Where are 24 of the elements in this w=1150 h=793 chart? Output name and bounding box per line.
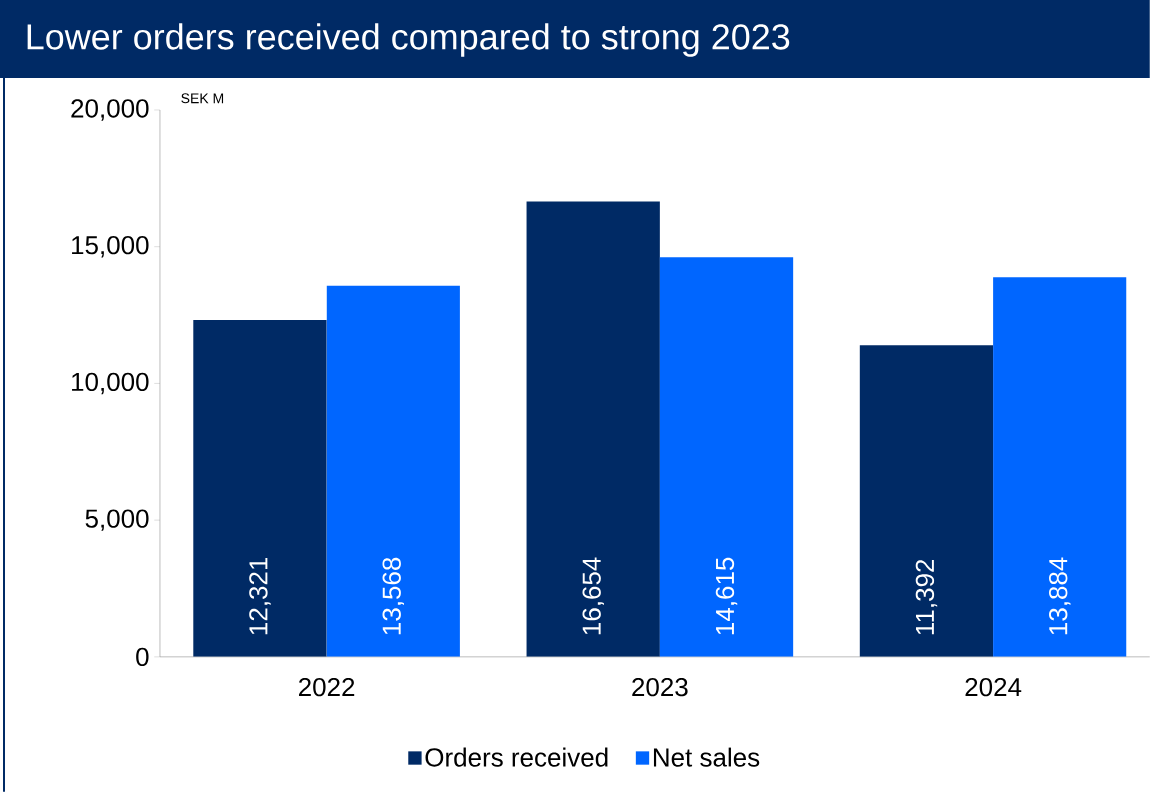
bar — [993, 277, 1127, 657]
x-tick-label: 2022 — [299, 678, 355, 697]
y-tick-label: 20,000 — [71, 99, 149, 121]
data-label: 16,654 — [582, 557, 604, 635]
bar — [659, 257, 794, 657]
x-tick-label: 2024 — [965, 678, 1022, 697]
y-tick-label: 10,000 — [72, 372, 149, 395]
x-tick-label: 2023 — [632, 678, 688, 697]
y-axis-title: SEK M — [181, 93, 224, 104]
data-label: 13,568 — [382, 557, 404, 635]
data-label: 11,392 — [915, 559, 938, 635]
data-label: 12,321 — [249, 558, 271, 635]
y-tick-label: 5,000 — [85, 509, 149, 531]
bar — [859, 345, 994, 657]
legend-label: Net sales — [653, 747, 760, 767]
legend-label: Orders received — [425, 747, 608, 767]
chart-title: Lower orders received compared to strong 2023 — [27, 23, 790, 57]
bar — [193, 320, 327, 657]
data-label: 13,884 — [1049, 557, 1071, 635]
y-tick-label: 0 — [136, 647, 149, 667]
y-tick-label: 15,000 — [72, 236, 149, 258]
data-label: 14,615 — [715, 557, 738, 635]
bar — [526, 201, 660, 657]
bar — [326, 285, 460, 657]
